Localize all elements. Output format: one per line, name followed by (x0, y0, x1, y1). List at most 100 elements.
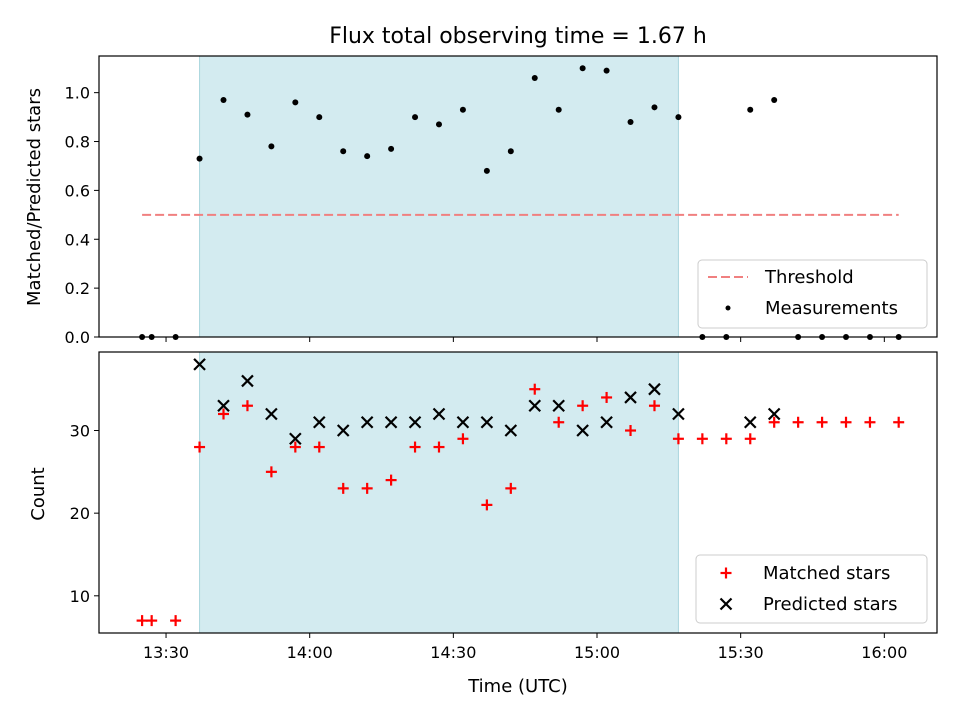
measurement-point (675, 114, 682, 121)
predicted-star-point (528, 399, 542, 412)
measurement-point (412, 114, 419, 121)
predicted-star-point (480, 415, 494, 429)
predicted-star-point (336, 424, 350, 437)
measurement-point (627, 118, 634, 125)
x-tick-label: 15:30 (718, 643, 764, 662)
matched-star-point (218, 408, 230, 420)
matched-star-point (816, 416, 828, 428)
measurement-point (651, 104, 658, 111)
matched-star-point (577, 400, 589, 412)
x-tick-label: 14:30 (430, 643, 476, 662)
measurement-point (483, 167, 490, 174)
top-axes-frame (98, 55, 938, 338)
bottom-panel: 10 20 30 13:30 14:00 14:30 15:00 15:30 16:00 Matc… (70, 351, 938, 662)
matched-star-point (289, 441, 301, 453)
measurement-point (531, 74, 538, 81)
predicted-star-point (552, 399, 565, 412)
matched-star-point (313, 441, 325, 453)
matched-star-point (601, 391, 613, 403)
matched-star-point (361, 482, 373, 494)
bottom-y-axis-label: Count (28, 467, 49, 520)
x-tick-label: 14:00 (287, 643, 333, 662)
measurement-point (220, 96, 227, 103)
legend-matched-label: Matched stars (763, 563, 890, 584)
measurement-point (603, 67, 610, 74)
x-tick-label: 13:30 (143, 643, 189, 662)
matched-star-point (696, 433, 708, 445)
matched-star-point (170, 615, 182, 627)
measurement-point (435, 121, 442, 128)
predicted-star-point (624, 391, 637, 404)
predicted-star-point (384, 415, 398, 429)
top-y-tick-label: 0.8 (65, 133, 90, 152)
predicted-star-point (432, 407, 446, 421)
top-highlight-region (199, 56, 679, 337)
legend-predicted-swatch (719, 597, 733, 611)
top-y-tick-label: 0.2 (65, 279, 90, 298)
measurement-point (507, 148, 514, 155)
matched-star-point (553, 416, 565, 428)
measurement-point (244, 111, 251, 118)
predicted-star-point (767, 407, 781, 421)
predicted-star-point (504, 424, 518, 437)
bottom-y-tick-label: 20 (70, 504, 90, 523)
matched-star-point (433, 441, 445, 453)
legend-predicted-label: Predicted stars (763, 594, 897, 615)
matched-star-point (241, 400, 253, 412)
measurement-point (292, 99, 299, 106)
matched-star-point (720, 433, 732, 445)
predicted-star-point (312, 415, 326, 429)
measurement-point (555, 106, 562, 113)
measurement-point (196, 155, 203, 162)
matched-star-point (792, 416, 804, 428)
predicted-star-point (600, 415, 613, 429)
predicted-star-point (193, 358, 206, 371)
bottom-y-tick-label: 10 (70, 587, 90, 606)
matched-star-point (840, 416, 852, 428)
measurement-point (459, 106, 466, 113)
top-legend-box (697, 259, 928, 329)
matched-star-point (744, 433, 756, 445)
bottom-highlight-region (199, 352, 679, 633)
matched-star-point (481, 499, 493, 511)
bottom-legend-box (695, 554, 928, 624)
x-tick-label: 16:00 (861, 643, 907, 662)
predicted-star-point (576, 424, 589, 437)
top-panel: 0.0 0.2 0.4 0.6 0.8 1.0 Threshold Measurements (65, 55, 938, 347)
matched-star-point (864, 416, 876, 428)
measurement-point (747, 106, 754, 113)
predicted-star-point (241, 374, 254, 388)
top-y-tick-label: 0.0 (65, 328, 90, 347)
matched-star-point (625, 425, 637, 437)
top-y-axis-label: Matched/Predicted stars (24, 88, 45, 306)
predicted-star-point (265, 407, 278, 421)
legend-threshold-label: Threshold (764, 267, 854, 288)
measurement-point (268, 143, 275, 150)
measurement-point (771, 96, 778, 103)
matched-star-point (146, 615, 158, 627)
x-axis-label: Time (UTC) (467, 676, 568, 697)
predicted-star-point (408, 415, 422, 429)
matched-star-point (529, 383, 541, 395)
matched-star-point (768, 416, 780, 428)
top-y-tick-label: 0.4 (65, 230, 90, 249)
matched-star-point (136, 615, 148, 627)
x-tick-label: 15:00 (574, 643, 620, 662)
matched-star-point (337, 482, 349, 494)
matched-star-point (457, 433, 469, 445)
measurement-point (316, 114, 323, 121)
legend-measurements-swatch (725, 305, 731, 311)
matched-star-point (194, 441, 206, 453)
bottom-axes-frame (98, 351, 938, 634)
matched-star-point (893, 416, 905, 428)
top-y-tick-label: 1.0 (65, 84, 90, 103)
chart-title: Flux total observing time = 1.67 h (329, 24, 707, 49)
matched-star-point (672, 433, 684, 445)
measurement-point (388, 145, 395, 152)
bottom-y-tick-label: 30 (70, 422, 90, 441)
predicted-star-point (743, 415, 757, 429)
matched-star-point (409, 441, 421, 453)
predicted-star-point (217, 399, 230, 412)
predicted-star-point (360, 415, 374, 429)
